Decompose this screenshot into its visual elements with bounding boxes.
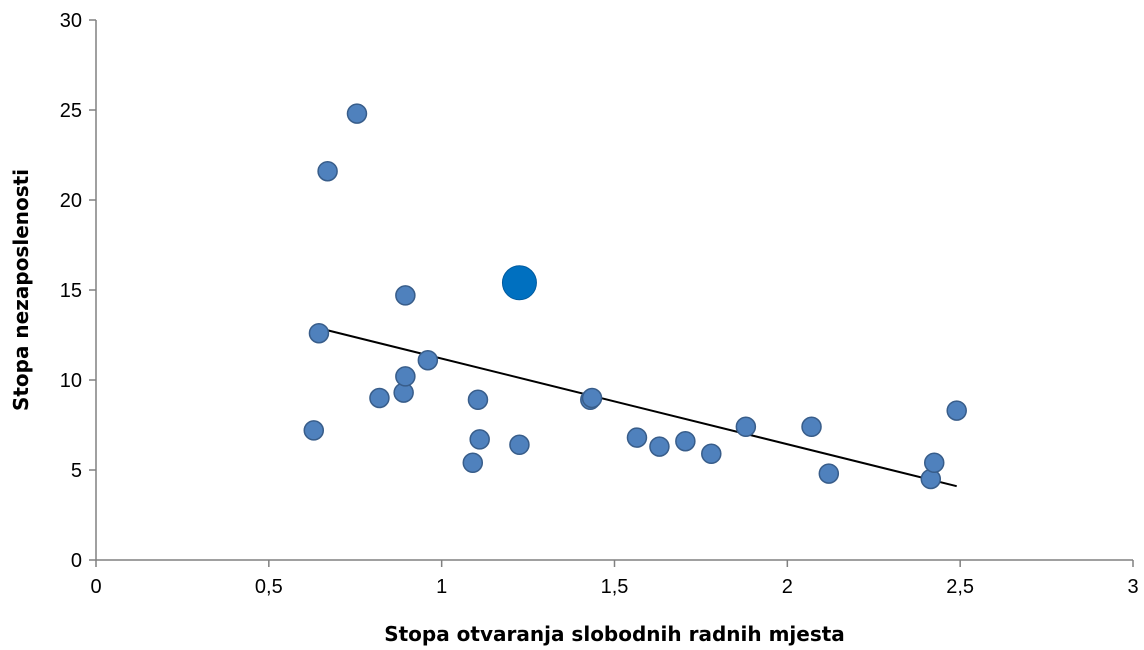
x-tick-label: 2,5 [946,576,974,598]
data-point [801,416,822,438]
data-point [626,427,648,448]
x-tick-label: 3 [1127,576,1138,598]
trendline-layer [313,325,957,488]
data-point [923,452,945,474]
data-point [395,285,416,306]
data-point [509,434,530,456]
x-tick-label: 1 [436,576,447,598]
data-point [467,389,489,411]
x-tick-label: 0,5 [255,576,283,598]
data-point [701,443,722,465]
data-point [369,387,390,409]
data-point [818,463,840,484]
y-tick-label: 5 [71,460,82,482]
trendline [313,325,957,488]
data-point [417,349,439,371]
x-tick-label: 2 [782,576,793,598]
data-point [469,429,490,450]
highlighted-data-point [501,265,537,301]
data-point [395,366,416,387]
x-tick-label: 1,5 [601,576,629,598]
y-tick-label: 10 [60,370,82,392]
data-point [649,436,670,457]
data-point [581,387,603,409]
data-point [946,400,967,421]
data-point [462,452,484,474]
data-point [317,160,338,182]
axes [95,20,1133,561]
x-axis-title: Stopa otvaranja slobodnih radnih mjesta [384,622,845,646]
y-tick-label: 30 [60,10,82,32]
y-tick-label: 0 [71,550,82,572]
data-point [308,322,330,344]
x-tick-label: 0 [90,576,101,598]
data-point [346,103,368,124]
y-axis-title: Stopa nezaposlenosti [9,169,33,411]
points-layer [303,103,967,490]
data-point [675,430,696,452]
data-point [303,420,325,441]
y-tick-label: 25 [60,100,82,122]
y-tick-label: 15 [60,280,82,302]
data-point [735,416,757,438]
y-tick-label: 20 [60,190,82,212]
